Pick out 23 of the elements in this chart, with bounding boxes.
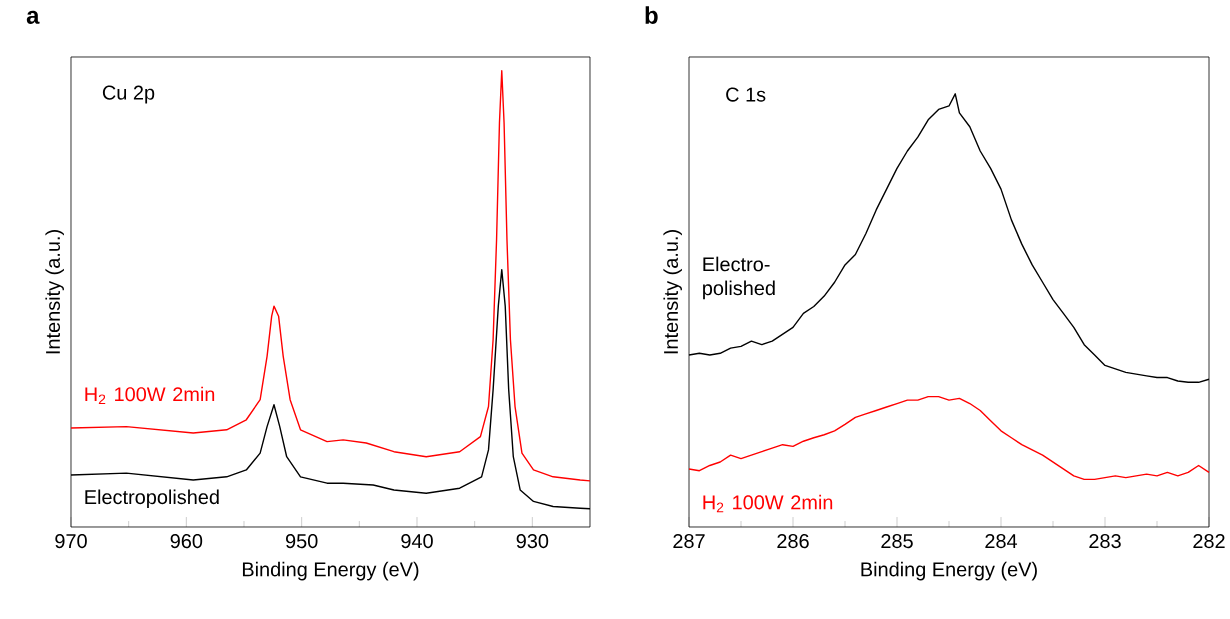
annotation: Cu 2p (102, 85, 155, 104)
x-tick-label: 284 (985, 534, 1018, 549)
x-tick-label: 287 (673, 534, 705, 549)
chart-title: b (645, 6, 658, 24)
series-label: Electropolished (85, 489, 219, 509)
series-label: H$_{2}$ 100W 2min (85, 386, 215, 405)
x-axis-title: Binding Energy (eV) (861, 561, 1037, 581)
series-label: Electro-polished (703, 256, 775, 300)
series-label: H$_{2}$ 100W 2min (703, 494, 833, 513)
y-axis-title: Intensity (a.u.) (663, 230, 682, 354)
y-axis-title: Intensity (a.u.) (45, 230, 64, 354)
x-tick-label: 960 (170, 534, 203, 549)
x-tick-label: 282 (1193, 534, 1225, 549)
x-tick-label: 970 (55, 534, 87, 549)
annotation: C 1s (726, 87, 766, 102)
x-axis-title: Binding Energy (eV) (242, 561, 419, 581)
x-tick-label: 286 (777, 534, 809, 549)
x-tick-label: 283 (1089, 534, 1121, 549)
x-tick-label: 940 (401, 534, 433, 549)
x-tick-label: 285 (881, 534, 913, 549)
chart-title: a (26, 10, 40, 24)
x-tick-label: 950 (285, 534, 318, 549)
x-tick-label: 930 (516, 534, 549, 549)
